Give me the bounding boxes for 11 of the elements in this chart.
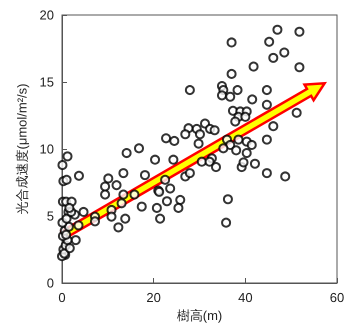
y-tick-label: 0: [46, 276, 54, 290]
x-axis-title: 樹高(m): [176, 308, 222, 323]
x-tick-label: 40: [238, 290, 253, 305]
y-tick-label: 20: [40, 8, 54, 22]
x-tick-label: 0: [58, 290, 66, 305]
y-tick-label: 5: [46, 208, 54, 224]
x-tick-label: 20: [146, 290, 161, 305]
x-tick-label: 60: [330, 290, 344, 305]
y-tick-label: 10: [40, 142, 54, 156]
y-tick-label: 15: [40, 74, 54, 90]
y-axis-title: 光合成速度(μmol/m²/s): [14, 84, 30, 214]
